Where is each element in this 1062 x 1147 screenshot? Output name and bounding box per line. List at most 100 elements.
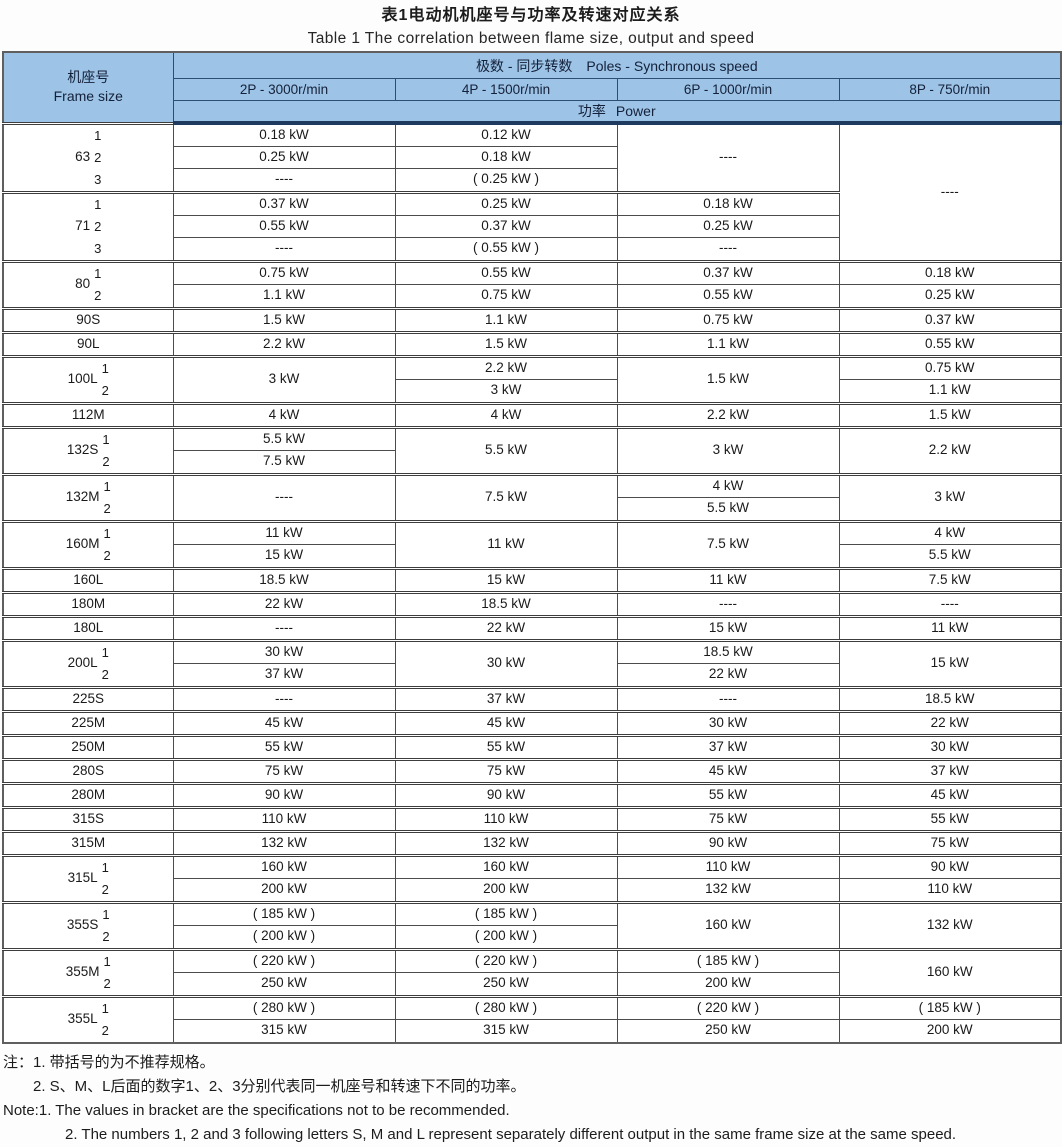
power-cell: 45 kW bbox=[172, 709, 396, 736]
power-cell: 2.2 kW bbox=[394, 354, 618, 380]
power-cell: 132 kW bbox=[838, 900, 1062, 950]
power-cell: ( 185 kW ) bbox=[172, 900, 396, 926]
power-cell: 22 kW bbox=[394, 614, 618, 641]
frame-size-label: 132S bbox=[66, 442, 99, 458]
frame-size-cell: 355M 1 2 bbox=[2, 947, 174, 997]
power-cell: 5.5 kW bbox=[838, 544, 1062, 569]
power-cell: 160 kW bbox=[172, 853, 396, 879]
power-cell: ---- bbox=[172, 472, 396, 522]
power-cell: 0.25 kW bbox=[838, 284, 1062, 309]
power-cell: 0.75 kW bbox=[838, 354, 1062, 380]
power-cell: 0.12 kW bbox=[394, 121, 618, 148]
power-cell: 37 kW bbox=[838, 757, 1062, 784]
power-cell: 90 kW bbox=[838, 853, 1062, 879]
power-cell: 45 kW bbox=[838, 781, 1062, 808]
frame-variant-number: 2 bbox=[102, 928, 110, 944]
power-cell: ( 185 kW ) bbox=[616, 947, 840, 973]
power-cell: ---- bbox=[838, 121, 1062, 262]
power-cell: 5.5 kW bbox=[394, 425, 618, 475]
power-cell: 37 kW bbox=[172, 663, 396, 688]
power-cell: ( 200 kW ) bbox=[394, 925, 618, 950]
power-cell: 110 kW bbox=[394, 805, 618, 832]
power-header: 功率 Power bbox=[172, 100, 1062, 125]
power-cell: 0.18 kW bbox=[172, 121, 396, 148]
power-cell: 15 kW bbox=[838, 638, 1062, 688]
poles-speed-header-zh: 极数 - 同步转数 bbox=[475, 57, 573, 74]
power-cell: 3 kW bbox=[172, 354, 396, 404]
power-cell: ( 220 kW ) bbox=[394, 947, 618, 973]
frame-size-cell: 112M bbox=[2, 401, 174, 428]
power-cell: 0.37 kW bbox=[394, 214, 618, 239]
power-cell: 315 kW bbox=[172, 1019, 396, 1043]
frame-size-cell: 280M bbox=[2, 781, 174, 808]
power-cell: 55 kW bbox=[394, 733, 618, 760]
power-cell: 0.18 kW bbox=[394, 146, 618, 170]
power-cell: ---- bbox=[616, 237, 840, 262]
power-cell: 55 kW bbox=[616, 781, 840, 808]
power-cell: ( 185 kW ) bbox=[838, 994, 1062, 1020]
frame-variant-number: 2 bbox=[94, 287, 102, 303]
frame-variant-number: 1 bbox=[101, 644, 109, 660]
power-cell: ---- bbox=[172, 685, 396, 712]
speed-col-6p: 6P - 1000r/min bbox=[616, 78, 840, 101]
power-cell: 0.18 kW bbox=[616, 190, 840, 216]
power-cell: 75 kW bbox=[838, 829, 1062, 856]
frame-variant-number: 2 bbox=[103, 975, 111, 991]
power-cell: 4 kW bbox=[616, 472, 840, 498]
power-cell: 7.5 kW bbox=[616, 519, 840, 569]
frame-size-label: 63 bbox=[75, 149, 91, 165]
frame-size-cell: 355S 1 2 bbox=[2, 900, 174, 950]
power-cell: 0.55 kW bbox=[394, 259, 618, 285]
frame-variant-number: 2 bbox=[103, 547, 111, 563]
power-cell: 250 kW bbox=[394, 972, 618, 997]
power-cell: 45 kW bbox=[394, 709, 618, 736]
power-cell: 200 kW bbox=[838, 1019, 1062, 1043]
power-cell: 4 kW bbox=[838, 519, 1062, 545]
power-cell: 110 kW bbox=[616, 853, 840, 879]
power-cell: 18.5 kW bbox=[172, 566, 396, 593]
power-cell: 18.5 kW bbox=[838, 685, 1062, 712]
note-en-1: Note:1. The values in bracket are the sp… bbox=[3, 1101, 510, 1119]
power-cell: 3 kW bbox=[838, 472, 1062, 522]
power-cell: 0.25 kW bbox=[172, 146, 396, 170]
frame-variant-number: 1 bbox=[94, 265, 102, 281]
power-cell: 132 kW bbox=[616, 878, 840, 903]
frame-size-cell: 80 1 2 bbox=[2, 259, 174, 309]
speed-col-2p: 2P - 3000r/min bbox=[172, 78, 396, 101]
power-cell: 315 kW bbox=[394, 1019, 618, 1043]
power-cell: 7.5 kW bbox=[838, 566, 1062, 593]
frame-size-variants: 1 2 3 bbox=[94, 194, 101, 260]
table-title-zh: 表1电动机机座号与功率及转速对应关系 bbox=[381, 7, 681, 24]
power-cell: 0.55 kW bbox=[616, 284, 840, 309]
power-cell: 55 kW bbox=[838, 805, 1062, 832]
power-cell: ( 200 kW ) bbox=[172, 925, 396, 950]
frame-variant-number: 1 bbox=[103, 478, 111, 494]
power-cell: 160 kW bbox=[838, 947, 1062, 997]
frame-size-cell: 90S bbox=[2, 306, 174, 333]
frame-size-label: 355M bbox=[65, 964, 100, 980]
power-cell: 0.25 kW bbox=[394, 190, 618, 216]
frame-size-cell: 200L 1 2 bbox=[2, 638, 174, 688]
power-cell: 55 kW bbox=[172, 733, 396, 760]
frame-variant-number: 3 bbox=[94, 240, 102, 256]
note-en-2: 2. The numbers 1, 2 and 3 following lett… bbox=[65, 1125, 957, 1143]
power-cell: 0.75 kW bbox=[616, 306, 840, 333]
power-cell: 2.2 kW bbox=[616, 401, 840, 428]
power-cell: 0.25 kW bbox=[616, 214, 840, 239]
power-cell: 0.55 kW bbox=[838, 330, 1062, 357]
frame-size-cell: 280S bbox=[2, 757, 174, 784]
power-cell: 200 kW bbox=[394, 878, 618, 903]
frame-size-cell: 71 1 2 3 bbox=[2, 190, 174, 262]
frame-size-cell: 160M 1 2 bbox=[2, 519, 174, 569]
frame-variant-number: 1 bbox=[94, 127, 102, 143]
power-cell: 160 kW bbox=[394, 853, 618, 879]
power-cell: 1.1 kW bbox=[616, 330, 840, 357]
